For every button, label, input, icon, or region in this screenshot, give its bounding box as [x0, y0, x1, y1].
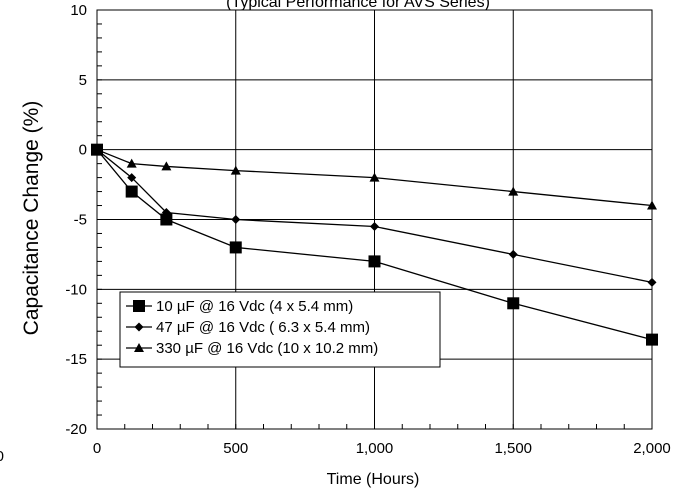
series-square	[91, 143, 658, 346]
x-tick-label: 1,000	[356, 440, 394, 457]
diamond-marker	[508, 249, 518, 259]
x-tick-label: 1,500	[494, 440, 532, 457]
square-marker	[125, 185, 138, 198]
x-tick-label: 500	[223, 440, 248, 457]
series-diamond	[92, 145, 657, 287]
x-tick-label: 2,000	[633, 440, 671, 457]
triangle-marker	[126, 158, 137, 168]
legend-item: 330 µF @ 16 Vdc (10 x 10.2 mm)	[126, 340, 378, 357]
legend: 10 µF @ 16 Vdc (4 x 5.4 mm) 47 µF @ 16 Vd…	[119, 291, 441, 368]
diamond-marker	[647, 277, 657, 287]
legend-item: 47 µF @ 16 Vdc ( 6.3 x 5.4 mm)	[126, 319, 370, 336]
square-marker	[646, 333, 658, 346]
legend-label: 10 µF @ 16 Vdc (4 x 5.4 mm)	[156, 298, 353, 315]
stray-left-label: 0	[0, 448, 4, 465]
y-tick-label: -20	[65, 421, 87, 438]
diamond-marker	[161, 208, 171, 218]
y-tick-label: -15	[65, 351, 87, 368]
triangle-marker	[369, 172, 380, 182]
legend-label: 47 µF @ 16 Vdc ( 6.3 x 5.4 mm)	[156, 319, 370, 336]
x-axis-title: Time (Hours)	[327, 471, 420, 488]
y-tick-label: 10	[70, 2, 87, 19]
legend-item: 10 µF @ 16 Vdc (4 x 5.4 mm)	[126, 298, 353, 315]
plot-frame	[96, 9, 653, 430]
triangle-marker	[92, 144, 102, 154]
legend-label: 330 µF @ 16 Vdc (10 x 10.2 mm)	[156, 340, 378, 357]
triangle-marker	[647, 200, 657, 210]
y-axis-title: Capacitance Change (%)	[20, 101, 43, 336]
square-marker	[160, 213, 173, 226]
y-tick-label: 5	[79, 72, 87, 89]
triangle-marker	[230, 165, 241, 175]
legend-box	[119, 291, 441, 368]
diamond-marker	[370, 221, 379, 231]
series-layer	[91, 143, 658, 346]
square-marker	[368, 255, 381, 268]
square-marker	[229, 241, 242, 254]
y-tick-label: -10	[65, 281, 87, 298]
triangle-marker	[161, 161, 172, 171]
x-tick-label: 0	[93, 440, 101, 457]
diamond-marker	[134, 322, 144, 332]
square-marker	[133, 300, 145, 312]
chart-title: (Typical Performance for AVS Series)	[226, 0, 490, 11]
tick-labels: -20 -15 -10 -5 0 5 10 0 500 1,000 1,500 2,000	[65, 2, 670, 457]
square-marker	[507, 297, 520, 310]
triangle-marker	[134, 343, 144, 352]
diamond-marker	[127, 173, 137, 183]
series-triangle	[92, 144, 657, 210]
y-tick-label: -5	[74, 212, 87, 229]
diamond-marker	[231, 215, 241, 224]
triangle-marker	[508, 186, 519, 196]
y-tick-label: 0	[79, 142, 87, 159]
